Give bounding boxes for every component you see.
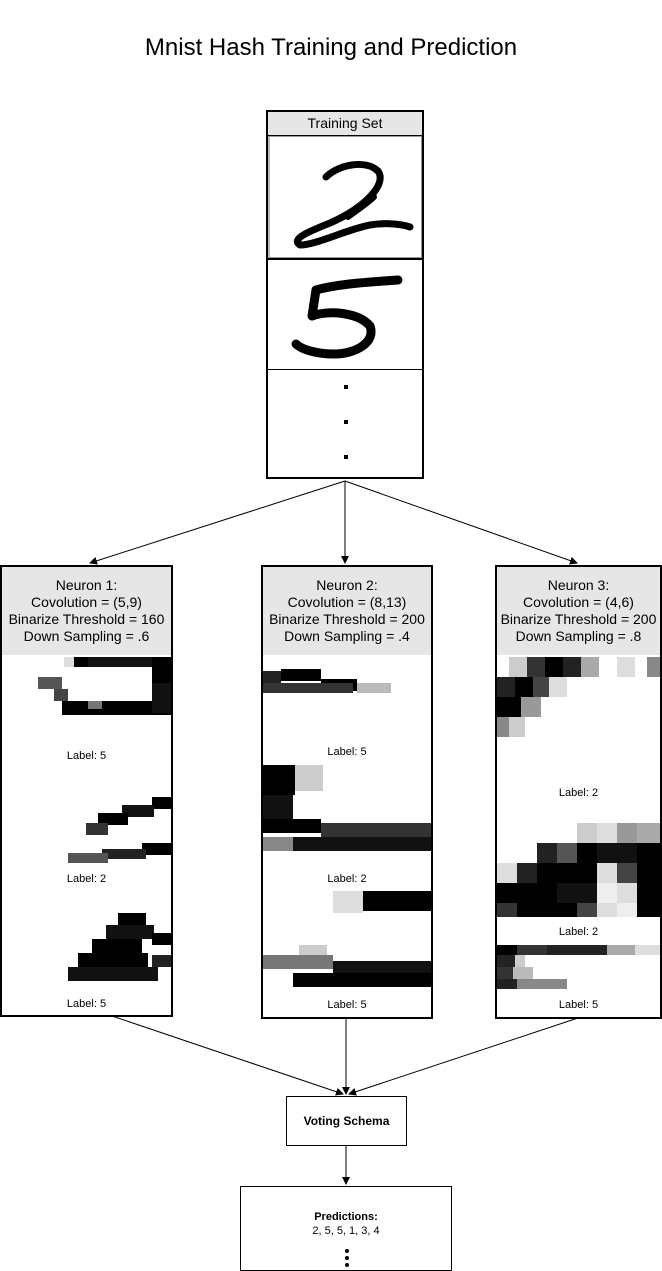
neuron-2-sample-2 [263,763,431,863]
neuron-3-header: Neuron 3: Covolution = (4,6) Binarize Th… [497,567,660,655]
neuron-3-convolution: Covolution = (4,6) [523,594,634,610]
neuron-1-box: Neuron 1: Covolution = (5,9) Binarize Th… [0,565,173,1017]
training-digit-5-image [268,258,422,370]
training-set-box: Training Set [266,110,424,479]
ellipsis-dot [344,420,348,424]
neuron-1-sample-1 [2,655,171,747]
neuron-1-label-3: Label: 5 [66,998,107,1010]
neuron-2-box: Neuron 2: Covolution = (8,13) Binarize T… [261,565,433,1019]
neuron-3-sample-2 [497,823,660,919]
neuron-2-convolution: Covolution = (8,13) [287,594,407,610]
neuron-1-label-1: Label: 5 [66,750,107,762]
neuron-2-title: Neuron 2: [316,577,378,593]
neuron-2-downsampling: Down Sampling = .4 [284,628,410,644]
neuron-3-box: Neuron 3: Covolution = (4,6) Binarize Th… [495,565,662,1019]
neuron-3-sample-1 [497,655,660,785]
training-set-header: Training Set [268,112,422,136]
diagram-title: Mnist Hash Training and Prediction [144,34,518,61]
training-more-ellipsis [268,370,422,479]
arrow-neuron-1-to-voting [111,1015,344,1096]
neuron-3-label-2: Label: 2 [558,926,599,938]
neuron-2-sample-1 [263,655,431,745]
neuron-1-sample-3 [2,889,171,989]
ellipsis-dot [344,385,348,389]
neuron-2-label-1: Label: 5 [327,746,367,758]
neuron-3-threshold: Binarize Threshold = 200 [500,611,657,627]
neuron-3-title: Neuron 3: [547,577,610,593]
neuron-1-header: Neuron 1: Covolution = (5,9) Binarize Th… [2,567,171,655]
predictions-title: Predictions: [314,1211,378,1223]
neuron-3-label-1: Label: 2 [558,787,599,799]
neuron-2-threshold: Binarize Threshold = 200 [269,611,425,627]
arrow-training-to-neuron-1 [89,480,346,565]
neuron-3-sample-3 [497,943,660,997]
predictions-more-ellipsis [345,1249,349,1267]
ellipsis-dot [344,455,348,459]
neuron-1-sample-2 [2,767,171,863]
neuron-2-label-2: Label: 2 [327,873,367,885]
neuron-2-label-3: Label: 5 [327,999,367,1011]
neuron-3-label-3: Label: 5 [558,999,599,1011]
neuron-1-title: Neuron 1: [55,577,118,593]
neuron-1-label-2: Label: 2 [66,873,107,885]
neuron-1-convolution: Covolution = (5,9) [31,594,142,610]
neuron-1-threshold: Binarize Threshold = 160 [8,611,165,627]
arrow-neuron-3-to-voting [348,1017,579,1096]
voting-schema-box: Voting Schema [286,1096,407,1146]
predictions-values: 2, 5, 5, 1, 3, 4 [312,1225,380,1237]
neuron-2-sample-3 [263,889,431,989]
training-digit-2-image [268,136,422,258]
neuron-2-header: Neuron 2: Covolution = (8,13) Binarize T… [263,567,431,655]
arrow-training-to-neuron-3 [344,480,578,565]
neuron-3-downsampling: Down Sampling = .8 [515,628,642,644]
neuron-1-downsampling: Down Sampling = .6 [23,628,150,644]
predictions-box: Predictions: 2, 5, 5, 1, 3, 4 [240,1186,452,1271]
